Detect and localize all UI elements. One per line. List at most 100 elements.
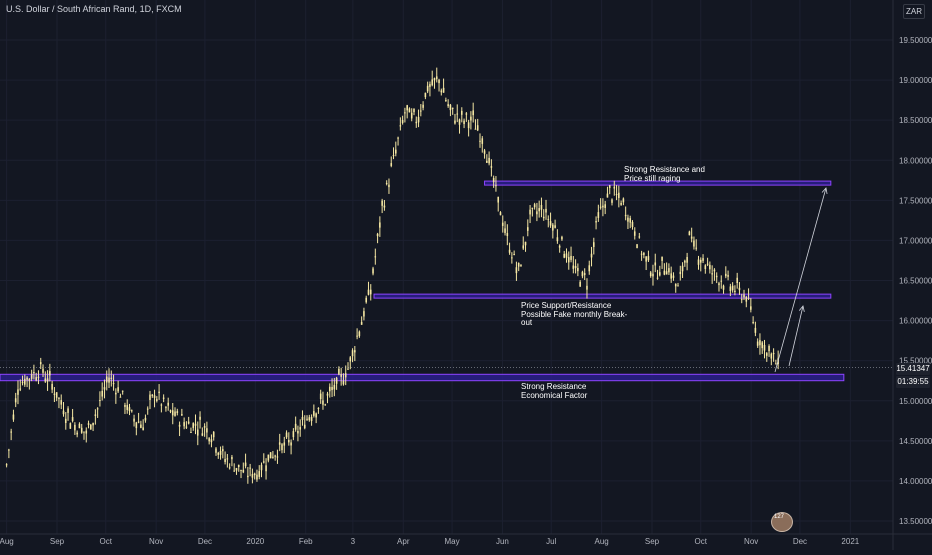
zones xyxy=(0,180,845,382)
annotation-line: Strong Resistance xyxy=(521,382,587,391)
candle-body xyxy=(615,194,618,196)
candle-body xyxy=(39,362,42,365)
candle-body xyxy=(643,252,645,255)
candle-body xyxy=(42,368,44,373)
candle-body xyxy=(228,467,231,469)
candle-body xyxy=(768,345,770,352)
candle-body xyxy=(342,380,345,385)
candle-body xyxy=(5,464,8,466)
candle-body xyxy=(684,260,686,263)
candle-body xyxy=(483,150,486,154)
annotation-strong-resistance-low[interactable]: Strong Resistance Economical Factor xyxy=(521,382,587,400)
y-tick-label: 16.50000 xyxy=(899,277,932,286)
candle-body xyxy=(71,417,74,422)
candle-body xyxy=(579,281,581,287)
candle-body xyxy=(383,205,386,208)
x-tick-label: Feb xyxy=(299,537,313,546)
candle-body xyxy=(90,424,92,430)
candle-body xyxy=(242,469,245,473)
candle-body xyxy=(137,421,140,423)
candle-body xyxy=(497,196,500,203)
candle-body xyxy=(410,112,413,119)
candle-body xyxy=(640,253,643,255)
candle-body xyxy=(770,353,773,359)
candle-body xyxy=(775,363,777,365)
annotation-support-resistance[interactable]: Price Support/Resistance Possible Fake m… xyxy=(521,301,627,328)
badge-number: 127 xyxy=(774,514,785,520)
candle-body xyxy=(761,342,764,349)
candle-body xyxy=(33,372,35,374)
candle-body xyxy=(424,92,427,98)
candle-body xyxy=(590,253,593,258)
candle-body xyxy=(763,344,766,351)
candle-body xyxy=(92,422,94,426)
candle-body xyxy=(711,273,713,275)
candle-body xyxy=(26,377,28,380)
candle-body xyxy=(392,155,395,157)
candle-body xyxy=(454,120,456,124)
candle-body xyxy=(447,104,449,107)
candle-body xyxy=(256,474,258,480)
x-tick-label: Aug xyxy=(594,537,608,546)
candle-body xyxy=(677,285,679,287)
symbol-title[interactable]: U.S. Dollar / South African Rand, 1D, FX… xyxy=(6,4,182,14)
candle-body xyxy=(187,421,190,424)
event-badge-icon[interactable]: 127 xyxy=(771,512,793,532)
candle-body xyxy=(192,423,195,428)
candle-body xyxy=(740,298,743,300)
candle-body xyxy=(319,393,322,400)
candle-body xyxy=(49,371,51,376)
candle-body xyxy=(60,400,63,405)
candle-body xyxy=(265,465,267,472)
candle-body xyxy=(258,471,261,477)
candle-body xyxy=(408,108,411,113)
candle-body xyxy=(37,376,40,378)
candle-body xyxy=(406,105,408,111)
candle-body xyxy=(165,407,167,409)
candle-body xyxy=(324,404,327,406)
candle-body xyxy=(445,100,447,102)
candle-body xyxy=(278,442,281,445)
candle-body xyxy=(212,431,215,438)
annotation-line: Price Support/Resistance xyxy=(521,301,612,310)
y-tick-label: 18.00000 xyxy=(899,156,932,165)
candle-body xyxy=(750,306,752,310)
candle-body xyxy=(206,428,208,433)
y-tick-label: 13.50000 xyxy=(899,517,932,526)
y-tick-label: 14.50000 xyxy=(899,437,932,446)
candle-body xyxy=(201,433,204,436)
annotation-strong-resistance-top[interactable]: Strong Resistance and Price still raging xyxy=(624,165,705,183)
candle-body xyxy=(606,193,609,198)
candle-body xyxy=(472,110,474,116)
candle-body xyxy=(654,262,657,266)
candle-body xyxy=(119,396,122,398)
candle-body xyxy=(372,268,374,274)
candle-body xyxy=(765,353,768,356)
currency-button[interactable]: ZAR xyxy=(903,4,925,19)
candle-body xyxy=(103,387,106,390)
candle-body xyxy=(126,405,129,410)
zone-rect xyxy=(484,180,832,186)
candle-body xyxy=(85,430,88,434)
candle-body xyxy=(10,431,12,433)
candle-body xyxy=(538,208,540,212)
candle-body xyxy=(135,422,138,429)
candle-body xyxy=(231,456,233,460)
candle-body xyxy=(540,205,543,210)
candle-body xyxy=(203,426,206,428)
candle-body xyxy=(190,432,192,434)
candle-body xyxy=(112,383,115,385)
candle-body xyxy=(67,408,69,413)
candle-body xyxy=(35,377,37,381)
candle-body xyxy=(645,256,647,262)
candle-body xyxy=(369,289,372,295)
candle-body xyxy=(210,439,213,443)
candle-body xyxy=(593,242,595,248)
candle-body xyxy=(74,424,76,431)
candle-body xyxy=(435,76,438,80)
candle-body xyxy=(199,416,201,420)
candle-body xyxy=(301,416,304,420)
candle-body xyxy=(586,285,588,290)
